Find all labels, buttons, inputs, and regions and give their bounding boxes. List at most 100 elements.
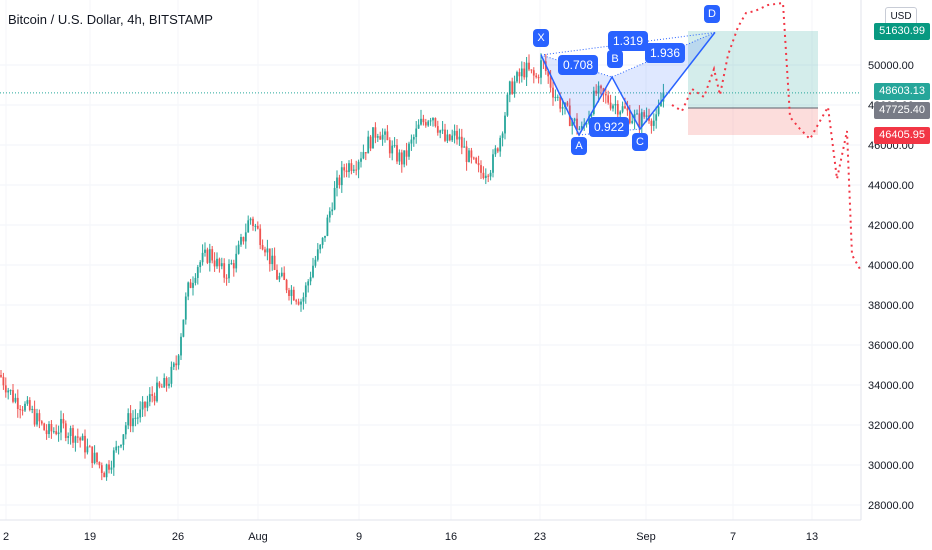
candle-body xyxy=(76,436,79,438)
candle-body xyxy=(508,81,511,95)
candle-body xyxy=(242,237,245,242)
candle-body xyxy=(122,434,125,445)
candle-body xyxy=(391,145,394,154)
candle-body xyxy=(652,120,655,126)
y-tick-label: 42000.00 xyxy=(868,220,914,232)
x-tick-label: 7 xyxy=(730,531,736,543)
candle-body xyxy=(446,134,449,141)
candle-body xyxy=(283,272,286,280)
candle-body xyxy=(81,435,84,441)
y-tick-label: 38000.00 xyxy=(868,300,914,312)
pattern-point-c[interactable]: C xyxy=(632,133,648,151)
candle-body xyxy=(585,123,588,125)
candle-body xyxy=(223,263,226,278)
candle-body xyxy=(595,90,598,94)
candle-body xyxy=(340,167,343,186)
time-axis: 2 19 26 Aug 9 16 23 Sep 7 13 xyxy=(3,531,818,543)
candle-body xyxy=(67,436,70,438)
x-tick-label: 2 xyxy=(3,531,9,543)
candle-body xyxy=(472,157,475,159)
candle-body xyxy=(105,464,108,478)
candle-body xyxy=(384,131,386,135)
candle-body xyxy=(230,263,233,265)
candle-body xyxy=(523,68,526,78)
candle-body xyxy=(640,112,643,128)
candle-body xyxy=(220,263,223,267)
candle-body xyxy=(266,248,269,253)
candle-body xyxy=(19,409,22,411)
candle-body xyxy=(597,85,600,94)
candle-body xyxy=(240,237,242,245)
candle-body xyxy=(338,177,341,186)
candle-body xyxy=(79,437,82,441)
candle-body xyxy=(228,263,230,279)
candle-body xyxy=(38,413,41,422)
candle-body xyxy=(559,96,562,109)
candle-body xyxy=(9,390,12,392)
candle-body xyxy=(525,62,528,78)
candle-body xyxy=(499,137,502,152)
candle-body xyxy=(64,423,67,438)
candle-body xyxy=(554,96,557,98)
pattern-point-b[interactable]: B xyxy=(607,50,623,68)
candle-body xyxy=(432,118,434,121)
candle-body xyxy=(319,244,322,250)
candle-body xyxy=(410,139,413,144)
candle-body xyxy=(180,336,182,356)
candle-body xyxy=(417,124,420,129)
x-tick-label: 23 xyxy=(534,531,546,543)
candle-body xyxy=(206,249,209,263)
pattern-point-d[interactable]: D xyxy=(704,5,720,23)
candle-body xyxy=(127,413,130,426)
candle-body xyxy=(398,152,401,162)
candle-body xyxy=(50,424,53,432)
candle-body xyxy=(532,70,535,76)
candle-body xyxy=(331,209,334,212)
candle-body xyxy=(516,72,518,82)
chart-grid xyxy=(0,64,861,506)
candle-body xyxy=(84,435,86,453)
candle-body xyxy=(403,150,406,165)
candle-body xyxy=(93,452,96,464)
target-price-tag: 51630.99 xyxy=(874,23,930,40)
pattern-point-x[interactable]: X xyxy=(533,29,549,47)
candle-body xyxy=(235,253,238,269)
candle-body xyxy=(379,136,382,140)
ratio-xab: 0.708 xyxy=(558,55,599,75)
candle-body xyxy=(312,265,314,278)
candle-body xyxy=(511,81,514,94)
candle-body xyxy=(103,472,106,478)
x-tick-label: Sep xyxy=(636,531,656,543)
candle-body xyxy=(487,175,490,177)
ratio-abc: 0.922 xyxy=(589,117,630,137)
candle-body xyxy=(604,94,607,96)
candle-body xyxy=(100,465,103,473)
candle-body xyxy=(422,118,425,123)
candle-body xyxy=(225,277,228,279)
candle-body xyxy=(463,146,466,148)
candle-body xyxy=(139,409,142,418)
candle-body xyxy=(549,76,552,88)
candle-body xyxy=(211,249,214,261)
candle-body xyxy=(628,110,631,124)
candle-body xyxy=(513,81,516,94)
candle-body xyxy=(62,418,65,424)
x-tick-label: 26 xyxy=(172,531,184,543)
candle-body xyxy=(290,289,293,296)
candle-body xyxy=(369,136,372,149)
candle-body xyxy=(578,128,581,130)
candle-body xyxy=(638,113,641,128)
candle-body xyxy=(496,148,499,152)
pattern-point-a[interactable]: A xyxy=(571,137,587,155)
candle-body xyxy=(396,145,398,162)
candle-body xyxy=(424,122,427,126)
candle-body xyxy=(372,127,374,149)
candle-body xyxy=(535,75,538,78)
candle-body xyxy=(468,150,470,162)
candle-body xyxy=(158,382,161,387)
y-tick-label: 40000.00 xyxy=(868,260,914,272)
candle-body xyxy=(45,430,48,435)
candle-body xyxy=(427,121,430,126)
candle-body xyxy=(232,263,235,269)
